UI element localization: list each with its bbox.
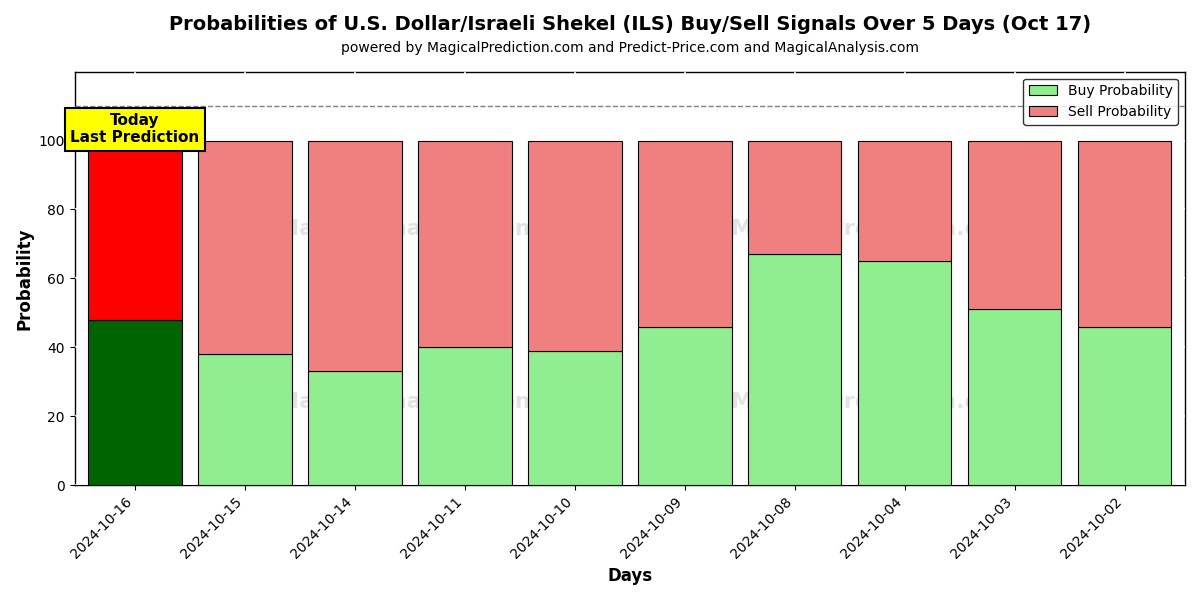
Bar (198, 140, 292, 354)
Bar (1078, 326, 1171, 485)
Bar (1078, 140, 1171, 326)
Text: powered by MagicalPrediction.com and Predict-Price.com and MagicalAnalysis.com: powered by MagicalPrediction.com and Pre… (341, 41, 919, 55)
Bar (638, 140, 732, 326)
Bar (748, 140, 841, 254)
Bar (419, 347, 511, 485)
Bar (198, 354, 292, 485)
Text: MagicalAnalysis.com: MagicalAnalysis.com (277, 219, 539, 239)
Text: MagicalAnalysis.com: MagicalAnalysis.com (277, 392, 539, 412)
Bar (638, 326, 732, 485)
Y-axis label: Probability: Probability (16, 227, 34, 329)
Bar (968, 310, 1061, 485)
X-axis label: Days: Days (607, 567, 653, 585)
Bar (89, 320, 182, 485)
Bar (528, 351, 622, 485)
Text: Today
Last Prediction: Today Last Prediction (71, 113, 199, 145)
Bar (528, 140, 622, 351)
Bar (748, 254, 841, 485)
Bar (89, 140, 182, 320)
Bar (308, 140, 402, 371)
Legend: Buy Probability, Sell Probability: Buy Probability, Sell Probability (1024, 79, 1178, 125)
Bar (419, 140, 511, 347)
Bar (968, 140, 1061, 310)
Bar (858, 261, 952, 485)
Text: MagicalPrediction.com: MagicalPrediction.com (732, 392, 1016, 412)
Bar (308, 371, 402, 485)
Title: Probabilities of U.S. Dollar/Israeli Shekel (ILS) Buy/Sell Signals Over 5 Days (: Probabilities of U.S. Dollar/Israeli She… (169, 15, 1091, 34)
Text: MagicalPrediction.com: MagicalPrediction.com (732, 219, 1016, 239)
Bar (858, 140, 952, 261)
